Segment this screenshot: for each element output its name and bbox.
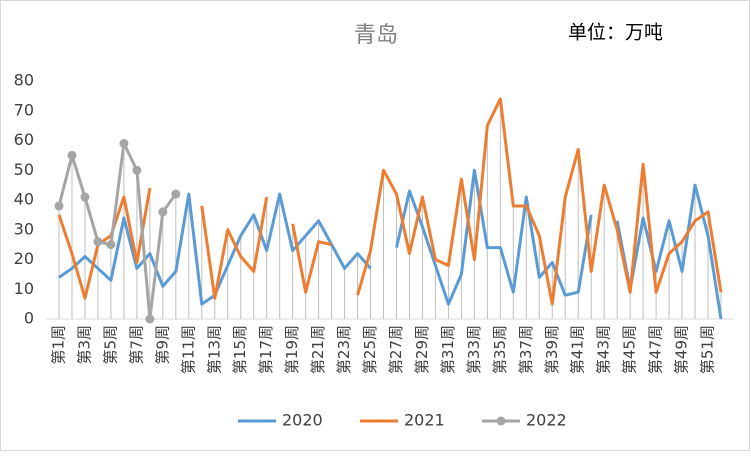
- y-tick-label: 10: [14, 279, 34, 298]
- series-line: [57, 141, 178, 321]
- x-tick-label: 第39周: [543, 325, 561, 374]
- x-tick-label: 第37周: [517, 325, 535, 374]
- x-tick-label: 第51周: [699, 325, 717, 374]
- marker: [145, 314, 155, 324]
- y-tick-label: 0: [24, 309, 34, 328]
- marker: [54, 201, 64, 211]
- x-tick-label: 第43周: [595, 325, 613, 374]
- x-tick-label: 第21周: [309, 325, 327, 374]
- x-tick-label: 第5周: [101, 325, 119, 365]
- y-tick-label: 40: [14, 190, 34, 209]
- x-tick-label: 第19周: [283, 325, 301, 374]
- legend-label: 2020: [282, 411, 323, 430]
- x-tick-label: 第13周: [205, 325, 223, 374]
- x-tick-label: 第31周: [439, 325, 457, 374]
- x-tick-label: 第1周: [50, 325, 68, 365]
- x-tick-label: 第11周: [179, 325, 197, 374]
- x-tick-label: 第33周: [465, 325, 483, 374]
- marker: [158, 207, 168, 217]
- y-tick-label: 50: [14, 160, 34, 179]
- legend-label: 2021: [404, 411, 445, 430]
- marker: [67, 150, 77, 160]
- series-line: [57, 97, 723, 306]
- x-tick-label: 第9周: [153, 325, 171, 365]
- y-tick-label: 70: [14, 100, 34, 119]
- x-tick-label: 第45周: [621, 325, 639, 374]
- marker: [119, 138, 129, 148]
- x-tick-label: 第15周: [231, 325, 249, 374]
- y-tick-label: 20: [14, 249, 34, 268]
- marker: [93, 237, 103, 247]
- x-tick-label: 第7周: [127, 325, 145, 365]
- x-tick-label: 第27周: [387, 325, 405, 374]
- x-tick-label: 第29周: [413, 325, 431, 374]
- y-tick-label: 60: [14, 130, 34, 149]
- x-tick-label: 第3周: [75, 325, 93, 365]
- x-tick-label: 第23周: [335, 325, 353, 374]
- x-tick-label: 第41周: [569, 325, 587, 374]
- x-tick-label: 第35周: [491, 325, 509, 374]
- marker: [80, 192, 90, 202]
- x-tick-label: 第17周: [257, 325, 275, 374]
- y-tick-label: 80: [14, 71, 34, 90]
- annotation: 单位：万吨: [568, 22, 663, 44]
- x-tick-label: 第47周: [647, 325, 665, 374]
- legend-marker: [496, 416, 506, 426]
- x-tick-label: 第25周: [361, 325, 379, 374]
- y-tick-label: 30: [14, 219, 34, 238]
- marker: [132, 165, 142, 175]
- chart-title: 青岛: [354, 23, 398, 48]
- x-tick-label: 第49周: [673, 325, 691, 374]
- marker: [106, 240, 116, 250]
- legend-label: 2022: [526, 411, 567, 430]
- marker: [171, 189, 181, 199]
